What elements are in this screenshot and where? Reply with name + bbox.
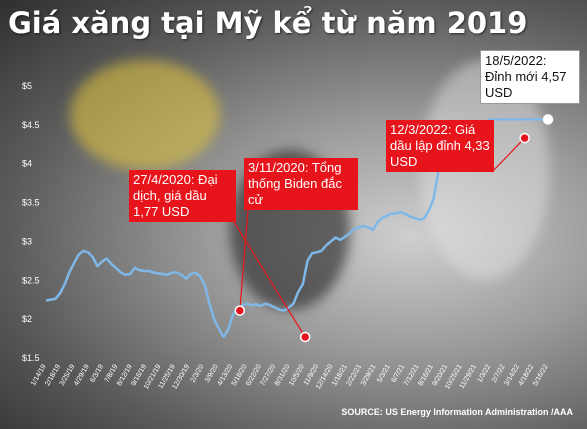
annotation-peak1: 12/3/2022: Giá dầu lập đỉnh 4,33 USD	[386, 120, 494, 172]
annotation-marker	[234, 305, 246, 316]
annotation-marker	[519, 132, 530, 144]
y-tick-label: $4.5	[22, 120, 40, 130]
annotation-election: 3/11/2020: Tổng thống Biden đắc cử	[244, 158, 358, 210]
y-tick-label: $2	[22, 314, 32, 324]
chart-title: Giá xăng tại Mỹ kể từ năm 2019	[8, 6, 528, 40]
annotation-marker	[299, 331, 311, 343]
annotation-peak2: 18/5/2022: Đỉnh mới 4,57 USD	[480, 50, 580, 104]
annotation-leader-line	[233, 221, 306, 338]
y-tick-label: $3.5	[22, 198, 40, 208]
background-hand-photo	[70, 60, 220, 170]
annotation-covid: 27/4/2020: Đại dịch, giá dầu 1,77 USD	[129, 170, 236, 222]
x-axis: 1/14/192/18/193/25/194/29/196/3/197/8/19…	[30, 363, 550, 390]
y-axis: $1.5 $2 $2.5 $3 $3.5 $4 $4.5 $5	[22, 81, 40, 363]
y-tick-label: $1.5	[22, 353, 40, 363]
annotation-leader-line	[239, 209, 249, 311]
annotation-leader-line	[491, 137, 526, 173]
annotation-markers	[233, 114, 554, 343]
y-tick-label: $3	[22, 236, 32, 246]
annotation-marker	[542, 114, 554, 125]
y-tick-label: $5	[22, 81, 32, 91]
y-tick-label: $4	[22, 159, 32, 169]
y-tick-label: $2.5	[22, 275, 40, 285]
source-note: SOURCE: US Energy Information Administra…	[341, 407, 573, 417]
